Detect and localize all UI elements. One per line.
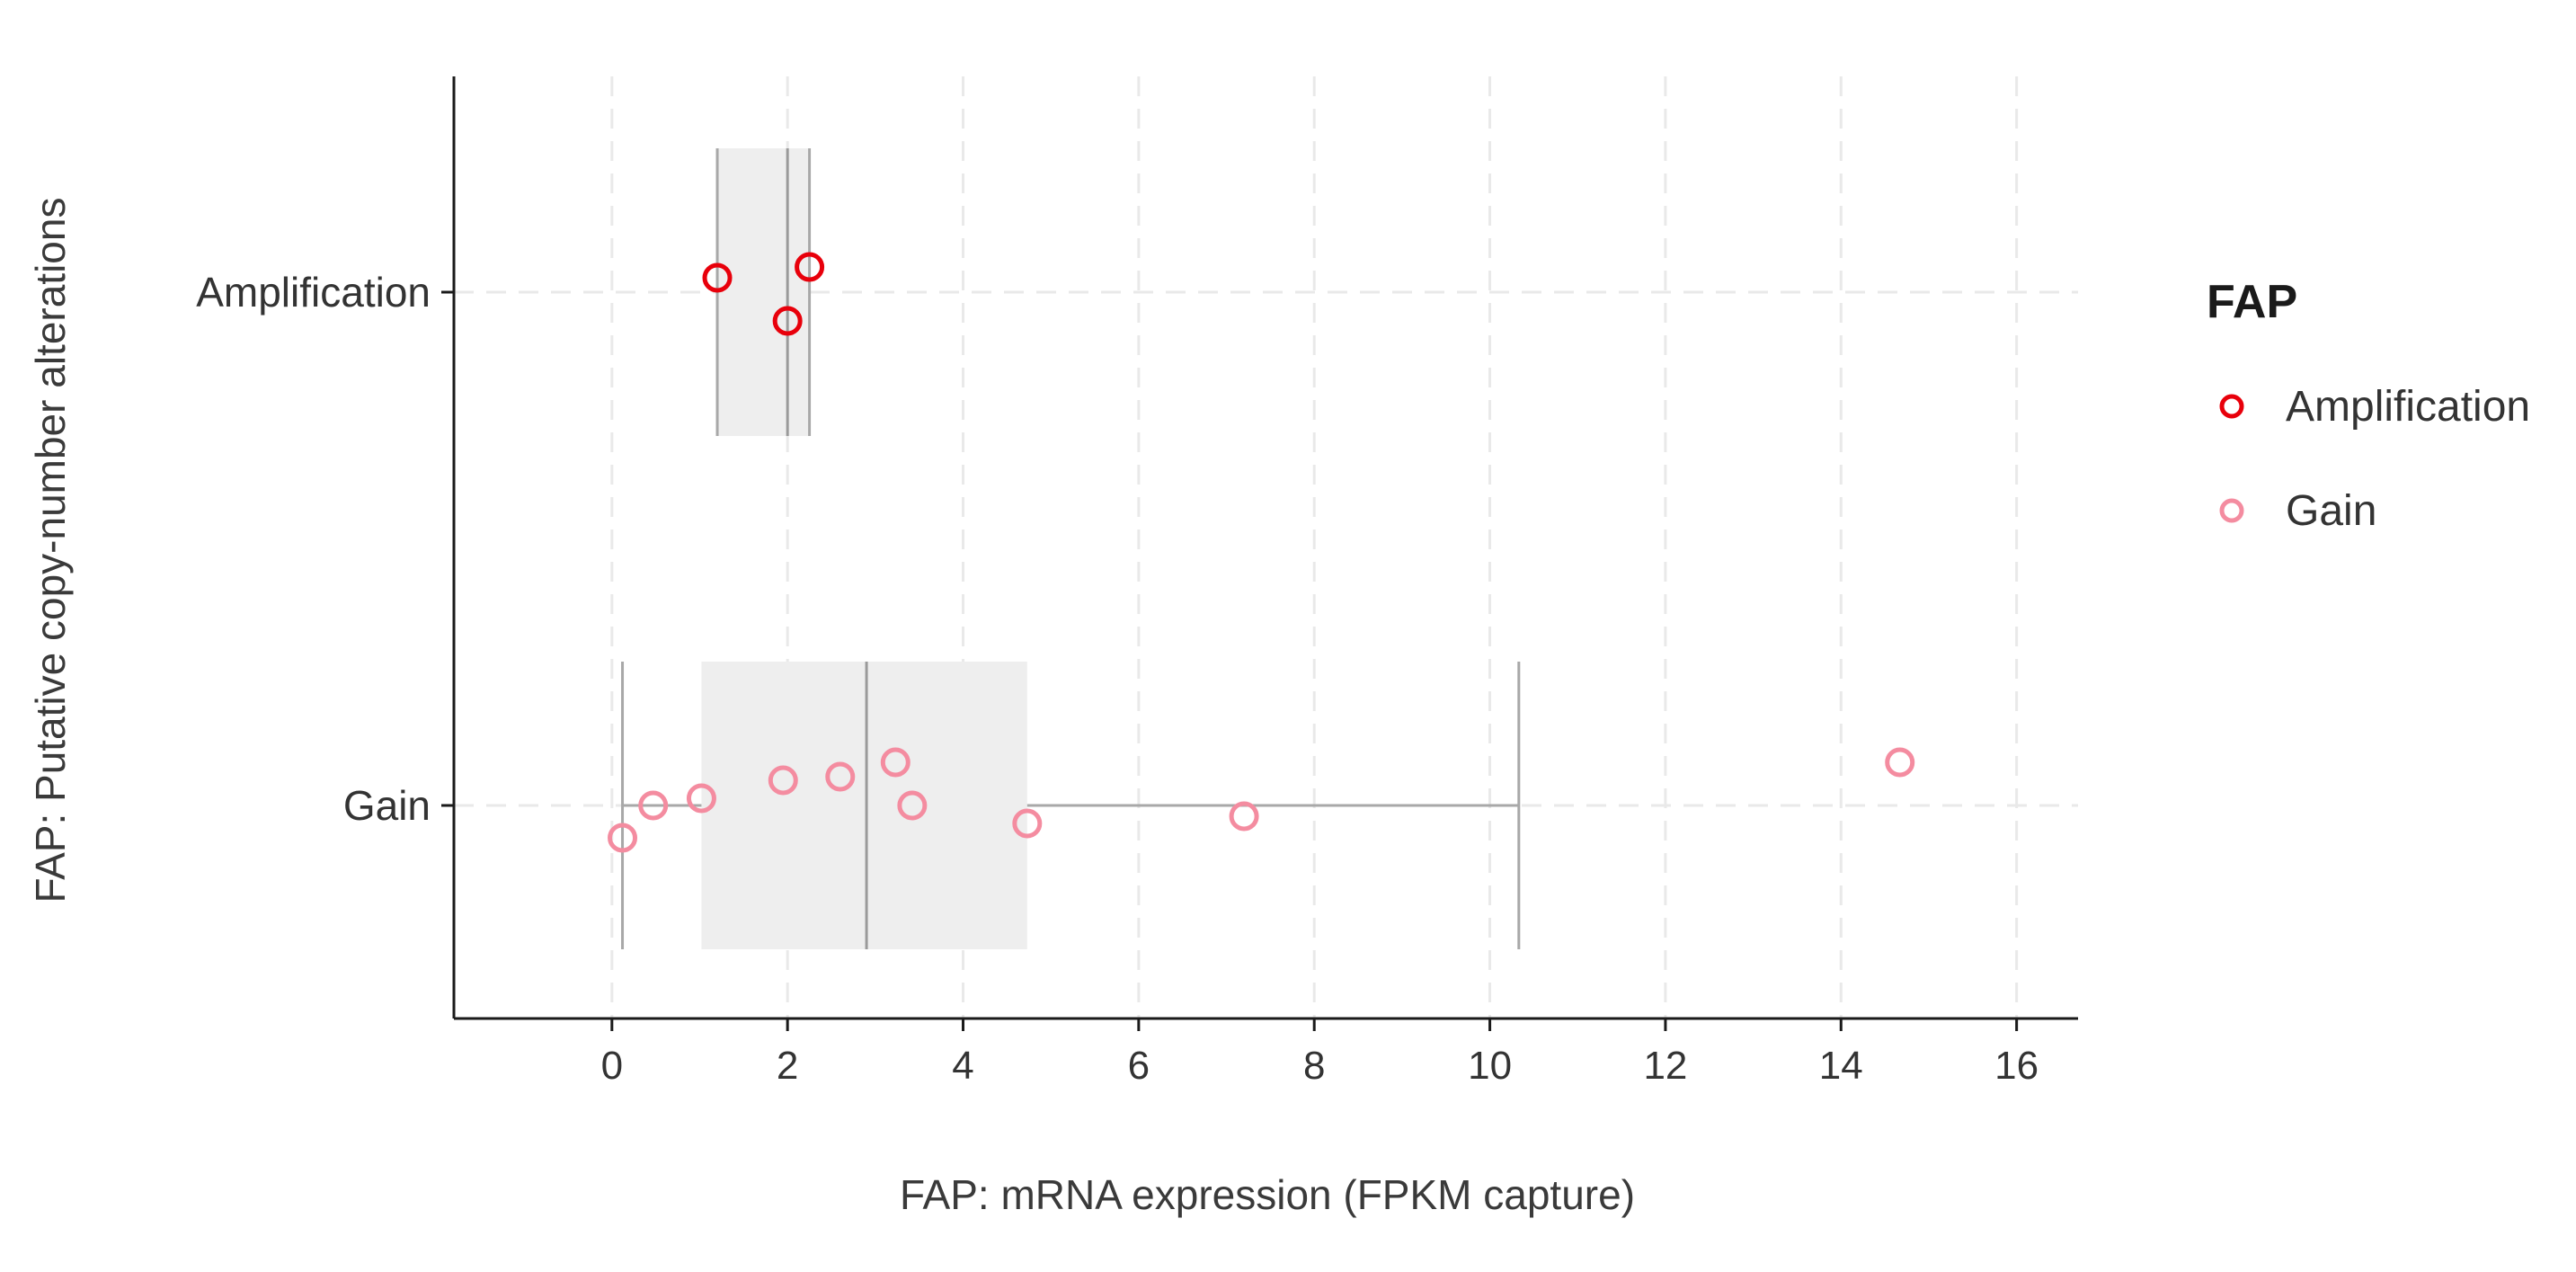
- data-point: [768, 765, 798, 796]
- data-point: [825, 761, 856, 792]
- grid: [454, 76, 2078, 1018]
- x-tick-label: 8: [1303, 1044, 1325, 1088]
- data-point: [772, 306, 803, 336]
- legend-label: Gain: [2286, 487, 2376, 535]
- data-point: [702, 262, 733, 293]
- legend-title: FAP: [2207, 276, 2297, 328]
- data-point: [638, 790, 669, 821]
- data-point: [795, 252, 825, 282]
- x-tick-label: 2: [777, 1044, 798, 1088]
- legend: FAP Amplification Gain: [2207, 276, 2530, 535]
- x-tick-label: 4: [952, 1044, 973, 1088]
- data-point: [608, 823, 638, 853]
- x-tick-label: 12: [1643, 1044, 1687, 1088]
- box-gain: [701, 662, 1027, 949]
- data-points: [608, 252, 1915, 853]
- x-tick-label: 6: [1128, 1044, 1150, 1088]
- x-tick-label: 0: [601, 1044, 623, 1088]
- data-point: [1229, 801, 1259, 832]
- data-point: [1885, 747, 1915, 778]
- legend-marker: [2219, 394, 2244, 419]
- y-axis-title: FAP: Putative copy-number alterations: [27, 198, 74, 903]
- box-plots: [621, 148, 1521, 949]
- y-tick-label: Gain: [343, 782, 431, 829]
- legend-label: Amplification: [2286, 383, 2530, 431]
- data-point: [880, 747, 910, 778]
- axes: 0 2 4 6 8 10 12 14 16 Amplification Gain: [196, 76, 2078, 1088]
- x-axis-title: FAP: mRNA expression (FPKM capture): [900, 1171, 1635, 1218]
- legend-marker: [2219, 498, 2244, 523]
- data-point: [897, 790, 928, 821]
- data-point: [686, 783, 716, 814]
- x-tick-label: 16: [1994, 1044, 2039, 1088]
- x-tick-label: 10: [1468, 1044, 1512, 1088]
- x-tick-label: 14: [1819, 1044, 1863, 1088]
- data-point: [1012, 808, 1043, 839]
- box-amplification: [717, 148, 810, 436]
- y-tick-label: Amplification: [196, 269, 431, 316]
